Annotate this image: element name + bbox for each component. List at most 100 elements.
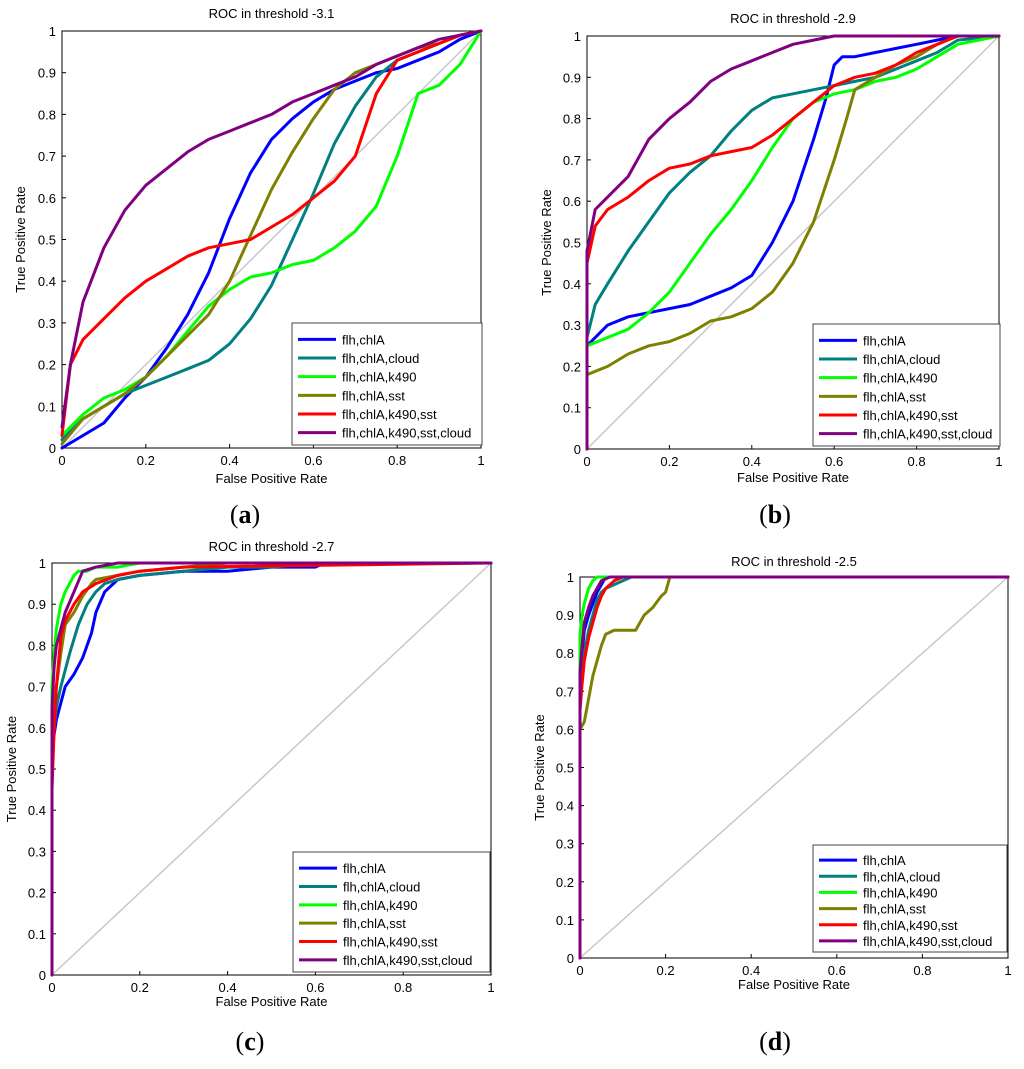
legend-box [291, 322, 483, 446]
x-tick-label: 1 [487, 980, 494, 995]
y-tick-label: 0.9 [38, 66, 56, 81]
y-tick-label: 0.2 [28, 886, 46, 901]
y-tick-label: 0.9 [556, 608, 574, 623]
y-tick-label: 0.1 [28, 927, 46, 942]
y-tick-label: 0.6 [38, 191, 56, 206]
chart-title: ROC in threshold -2.5 [731, 554, 857, 569]
y-tick-label: 0.8 [563, 112, 581, 127]
legend-entry: flh,chlA,cloud [343, 880, 420, 895]
legend-entry: flh,chlA,k490 [342, 370, 416, 385]
y-tick-label: 0 [567, 951, 574, 966]
y-tick-label: 0.8 [38, 107, 56, 122]
y-tick-label: 0.4 [563, 277, 581, 292]
y-tick-label: 0.7 [38, 149, 56, 164]
y-axis-label: True Positive Rate [532, 714, 547, 820]
panel-label-a: (a) [229, 500, 261, 529]
y-tick-label: 0.9 [563, 70, 581, 85]
chart-title: ROC in threshold -3.1 [209, 6, 335, 21]
series-line-6 [50, 561, 493, 977]
x-tick-label: 0.2 [137, 453, 155, 468]
panel-label-d: (d) [759, 1027, 791, 1056]
legend: flh,chlA flh,chlA,cloud flh,chlA,k490 flh,c… [292, 851, 491, 973]
y-axis-label: True Positive Rate [539, 189, 554, 295]
x-axis-label: False Positive Rate [216, 471, 328, 486]
x-axis-label: False Positive Rate [216, 994, 328, 1009]
chart-title: ROC in threshold -2.7 [209, 539, 335, 554]
chance-line [586, 35, 1000, 450]
x-tick-label: 0.8 [394, 980, 412, 995]
chance-line [579, 576, 1009, 959]
legend-entry: flh,chlA,k490,sst [343, 935, 438, 950]
x-tick-label: 0 [576, 963, 583, 978]
x-tick-label: 0.2 [131, 980, 149, 995]
y-tick-label: 0.5 [563, 236, 581, 251]
x-axis-label: False Positive Rate [738, 977, 850, 992]
y-axis-label: True Positive Rate [13, 186, 28, 292]
panel-label-c: (c) [235, 1027, 265, 1056]
y-tick-label: 0.6 [556, 722, 574, 737]
chance-line [51, 562, 492, 976]
legend-entry: flh,chlA,cloud [863, 869, 940, 884]
series-line-5 [578, 575, 1010, 960]
y-tick-label: 0.3 [38, 316, 56, 331]
legend: flh,chlAflh,chlA,cloudflh,chlA,k490flh,c… [291, 322, 483, 446]
legend-entry: flh,chlA,k490 [343, 898, 417, 913]
x-axis-label: False Positive Rate [737, 470, 849, 485]
legend-entry: flh,chlA,sst [342, 388, 405, 403]
y-tick-label: 0.3 [563, 318, 581, 333]
y-tick-label: 0 [39, 968, 46, 983]
series-line-1 [585, 34, 1001, 451]
legend-entry: flh,chlA [863, 853, 906, 868]
x-tick-label: 0.2 [660, 454, 678, 469]
x-tick-label: 0.8 [913, 963, 931, 978]
y-tick-label: 0.1 [563, 401, 581, 416]
legend-box [812, 323, 1001, 447]
legend-entry: flh,chlA,sst [863, 902, 926, 917]
y-tick-label: 0.6 [28, 721, 46, 736]
y-tick-label: 0.4 [556, 799, 574, 814]
chart-panel-b: 0 0.2 0.4 0.6 0.8 1 0 0.1 0.2 0.3 0.4 0.5 0.6 0.7 0.8 0… [539, 11, 1003, 485]
legend-entry: flh,chlA,k490,sst,cloud [863, 427, 992, 442]
legend-entry: flh,chlA,sst [343, 916, 406, 931]
series-line-3 [585, 34, 1001, 451]
y-tick-label: 1 [574, 29, 581, 44]
legend-entry: flh,chlA,sst [863, 389, 926, 404]
series-line-3 [578, 575, 1010, 960]
x-tick-label: 0.8 [388, 453, 406, 468]
legend-entry: flh,chlA,cloud [863, 352, 940, 367]
legend-entry: flh,chlA,k490,sst,cloud [342, 426, 471, 441]
y-tick-label: 0.6 [563, 194, 581, 209]
y-tick-label: 0.2 [556, 875, 574, 890]
y-tick-label: 0.1 [38, 399, 56, 414]
series-line-2 [585, 34, 1001, 451]
legend-entry: flh,chlA,k490,sst [342, 407, 437, 422]
series-line-4 [585, 34, 1001, 451]
y-tick-label: 0.3 [556, 837, 574, 852]
y-tick-label: 0.2 [563, 359, 581, 374]
y-tick-label: 0.3 [28, 844, 46, 859]
series-line-6 [60, 29, 483, 429]
legend-entry: flh,chlA [343, 861, 386, 876]
x-tick-label: 0 [58, 453, 65, 468]
x-tick-label: 1 [1004, 963, 1011, 978]
x-tick-label: 0.4 [743, 454, 761, 469]
x-tick-label: 0.4 [219, 980, 237, 995]
legend-entry: flh,chlA,k490,sst,cloud [863, 934, 992, 949]
x-tick-label: 1 [477, 453, 484, 468]
x-tick-label: 0.6 [306, 980, 324, 995]
legend-box [812, 844, 1008, 953]
series-line-5 [60, 29, 483, 437]
x-tick-label: 0.6 [828, 963, 846, 978]
y-tick-label: 0.4 [38, 274, 56, 289]
x-tick-label: 0.6 [825, 454, 843, 469]
legend: flh,chlAflh,chlA,cloudflh,chlA,k490flh,c… [812, 844, 1008, 953]
y-tick-label: 0.5 [28, 762, 46, 777]
series-line-3 [60, 29, 483, 437]
chart-panel-d: 0 0.2 0.4 0.6 0.8 1 0 0.1 0.2 0.3 0.4 0.5 0.6 0.7 0.8 0… [532, 554, 1012, 992]
legend-box [292, 851, 491, 973]
y-tick-label: 1 [567, 570, 574, 585]
chart-panel-a: 0 0.2 0.4 0.6 0.8 1 0 0.1 0.2 0.3 0.4 0.5 0.6 0.7 0.8 0… [13, 6, 485, 486]
x-tick-label: 0.4 [742, 963, 760, 978]
y-tick-label: 0.8 [28, 638, 46, 653]
chart-panel-c: 0 0.2 0.4 0.6 0.8 1 0 0.1 0.2 0.3 0.4 0.5 0.6 0.7 0.8 0… [4, 539, 495, 1009]
